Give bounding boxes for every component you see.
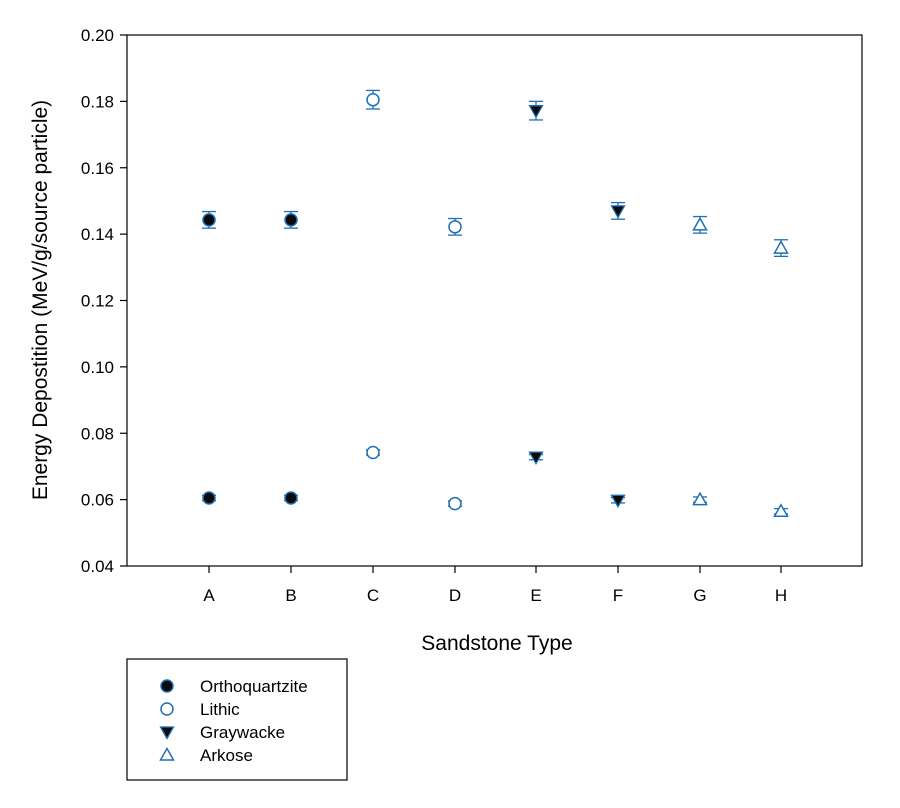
data-point-arkose	[692, 215, 708, 234]
legend-marker-lithic	[160, 702, 174, 716]
legend-label-lithic: Lithic	[200, 700, 240, 719]
x-tick-label: H	[775, 586, 787, 605]
y-tick-label: 0.16	[81, 159, 114, 178]
x-tick-label: D	[449, 586, 461, 605]
data-point-graywacke	[528, 451, 544, 465]
y-tick-label: 0.06	[81, 491, 114, 510]
legend-label-graywacke: Graywacke	[200, 723, 285, 742]
marker-arkose	[692, 216, 708, 231]
legend-marker-orthoquartzite	[160, 679, 174, 693]
y-tick-label: 0.20	[81, 26, 114, 45]
marker-orthoquartzite	[284, 213, 298, 227]
data-point-arkose	[773, 239, 789, 258]
legend-marker-graywacke	[159, 726, 175, 740]
marker-graywacke	[610, 205, 626, 219]
marker-lithic	[366, 445, 380, 460]
data-point-orthoquartzite	[284, 210, 298, 229]
legend-marker-arkose	[159, 746, 175, 761]
marker-graywacke	[610, 494, 626, 509]
marker-arkose	[773, 503, 789, 517]
legend-label-arkose: Arkose	[200, 746, 253, 765]
data-point-lithic	[448, 496, 462, 511]
marker-lithic	[448, 220, 462, 234]
marker-orthoquartzite	[202, 213, 216, 227]
y-tick-label: 0.18	[81, 92, 114, 111]
data-point-graywacke	[610, 201, 626, 220]
data-point-arkose	[692, 491, 708, 506]
data-point-lithic	[366, 89, 380, 110]
x-tick-label: B	[285, 586, 296, 605]
data-point-graywacke	[528, 100, 544, 121]
data-point-arkose	[773, 503, 789, 517]
y-tick-label: 0.10	[81, 358, 114, 377]
data-point-orthoquartzite	[202, 210, 216, 229]
x-axis-title: Sandstone Type	[421, 632, 572, 655]
x-tick-label: A	[203, 586, 215, 605]
x-tick-label: G	[693, 586, 706, 605]
data-point-orthoquartzite	[284, 491, 298, 505]
data-point-lithic	[366, 445, 380, 460]
marker-graywacke	[528, 105, 544, 119]
data-points	[202, 89, 789, 517]
marker-lithic	[366, 92, 380, 107]
x-tick-label: C	[367, 586, 379, 605]
y-tick-label: 0.04	[81, 557, 114, 576]
marker-orthoquartzite	[202, 491, 216, 505]
plot-frame	[126, 34, 863, 567]
legend-label-orthoquartzite: Orthoquartzite	[200, 677, 308, 696]
data-point-graywacke	[610, 494, 626, 509]
marker-lithic	[448, 496, 462, 511]
x-tick-label: E	[530, 586, 541, 605]
y-axis: 0.04 0.06 0.08 0.10 0.12 0.14 0.16 0.18 0.20	[81, 26, 127, 576]
marker-graywacke	[528, 451, 544, 465]
y-axis-title: Energy Depostition (MeV/g/source particl…	[29, 100, 52, 500]
y-tick-label: 0.12	[81, 292, 114, 311]
data-point-lithic	[448, 217, 462, 236]
y-tick-label: 0.08	[81, 424, 114, 443]
x-tick-label: F	[613, 586, 623, 605]
data-point-orthoquartzite	[202, 491, 216, 505]
marker-arkose	[692, 491, 708, 506]
marker-orthoquartzite	[284, 491, 298, 505]
y-tick-label: 0.14	[81, 225, 114, 244]
marker-arkose	[773, 240, 789, 254]
legend: Orthoquartzite Lithic Graywacke Arkose	[126, 658, 348, 781]
x-axis: A B C D E F G H	[203, 566, 787, 605]
